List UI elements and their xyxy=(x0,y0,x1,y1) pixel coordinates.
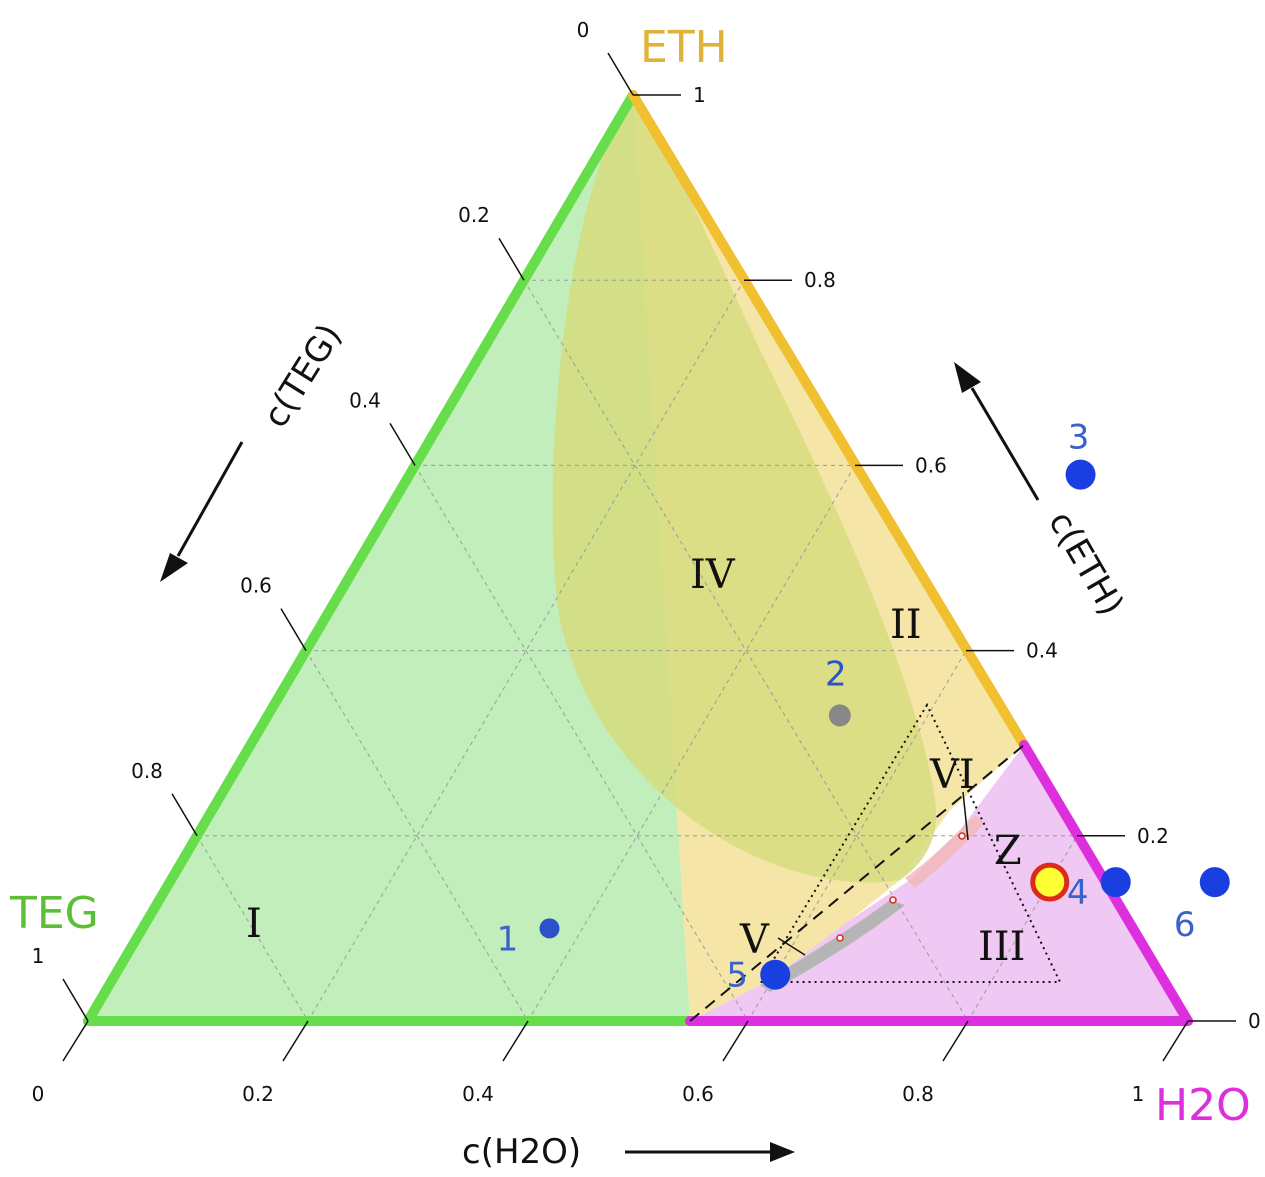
region-teg-fill xyxy=(88,95,690,1021)
axis-arrow-teg xyxy=(176,441,244,557)
tick-label-h2o: 1 xyxy=(1132,1082,1145,1106)
data-point-label-2: 2 xyxy=(825,654,847,694)
data-points: 1 2 3 4 5 6 Z xyxy=(497,418,1230,996)
tick-label-h2o: 0.2 xyxy=(242,1082,274,1106)
tie-line xyxy=(689,744,1025,1022)
region-label-iv: IV xyxy=(690,552,736,598)
tie-marker xyxy=(889,896,897,904)
tick-teg xyxy=(280,608,307,651)
axis-label-eth: c(ETH) xyxy=(1040,505,1131,623)
axis-label-teg: c(TEG) xyxy=(256,317,350,435)
tick-label-eth: 0.2 xyxy=(1137,824,1169,848)
tick-teg xyxy=(498,237,525,281)
data-point-4 xyxy=(1100,867,1131,898)
axis-arrowhead-eth xyxy=(954,362,981,393)
grid-line-h2o xyxy=(527,465,856,1022)
label-v-leader xyxy=(777,937,806,956)
tie-marker xyxy=(836,934,844,942)
data-point-5 xyxy=(760,959,791,990)
tick-label-teg: 0.4 xyxy=(349,388,381,412)
data-point-6 xyxy=(1199,867,1230,898)
tick-teg xyxy=(389,423,416,466)
edge-teg-eth xyxy=(83,90,638,1026)
data-point-label-5: 5 xyxy=(726,956,748,996)
tick-h2o xyxy=(62,1020,89,1062)
data-point-3 xyxy=(1065,459,1096,490)
data-point-label-4: 4 xyxy=(1067,873,1089,913)
region-label-v: V xyxy=(739,917,770,963)
grid-line-teg xyxy=(414,465,749,1022)
tick-label-h2o: 0.6 xyxy=(682,1082,714,1106)
tick-label-h2o: 0.8 xyxy=(902,1082,934,1106)
axis-label-h2o: c(H2O) xyxy=(462,1132,581,1172)
corner-label-eth: ETH xyxy=(640,22,728,73)
data-point-label-1: 1 xyxy=(497,919,519,959)
region-iv-fill xyxy=(552,95,937,883)
region-v-band xyxy=(760,900,905,992)
data-point-label-3: 3 xyxy=(1068,418,1090,458)
tick-label-eth: 0.8 xyxy=(804,268,836,292)
edge-eth-upper xyxy=(628,90,1029,750)
tick-label-teg: 0 xyxy=(577,18,590,42)
grid-line-teg xyxy=(196,835,309,1022)
tick-label-eth: 0.6 xyxy=(915,453,947,477)
tick-label-h2o: 0 xyxy=(32,1082,45,1106)
data-point-label-6: 6 xyxy=(1174,905,1196,945)
label-vi-leader xyxy=(962,791,969,841)
data-point-1 xyxy=(539,918,560,939)
tick-label-teg: 1 xyxy=(32,944,45,968)
region-label-vi: VI xyxy=(929,752,975,798)
tick-label-teg: 0.6 xyxy=(240,574,272,598)
tick-h2o xyxy=(282,1020,309,1062)
region-label-i: I xyxy=(246,901,262,947)
tick-h2o xyxy=(502,1020,529,1062)
region-label-ii: II xyxy=(890,602,922,648)
tick-label-eth: 0 xyxy=(1248,1009,1261,1033)
axis-arrow-eth xyxy=(970,387,1040,501)
tick-label-teg: 0.8 xyxy=(131,759,163,783)
tick-label-h2o: 0.4 xyxy=(462,1082,494,1106)
special-point-label-z: Z xyxy=(994,828,1022,874)
data-point-2 xyxy=(828,704,851,727)
tick-label-teg: 0.2 xyxy=(458,203,490,227)
region-vi-band xyxy=(905,815,985,888)
tick-teg xyxy=(171,793,198,837)
special-point-z xyxy=(1030,862,1070,902)
tick-label-eth: 1 xyxy=(693,83,706,107)
tick-teg xyxy=(607,52,634,96)
tick-h2o xyxy=(722,1020,749,1062)
tick-label-eth: 0.4 xyxy=(1026,639,1058,663)
tie-marker xyxy=(958,832,966,840)
tick-teg xyxy=(62,978,89,1022)
region-label-iii: III xyxy=(978,924,1025,970)
axis-ticks: 0 0.2 0.4 0.6 0.8 1 0 0.2 0.4 0.6 0.8 1 1 0.8 0.6 0.4 0.… xyxy=(32,18,1261,1106)
corner-label-h2o: H2O xyxy=(1155,1080,1251,1131)
axis-arrowhead-h2o xyxy=(770,1142,795,1162)
tick-h2o xyxy=(942,1020,969,1062)
tick-h2o xyxy=(1162,1020,1189,1062)
corner-label-teg: TEG xyxy=(9,888,99,939)
axis-arrowhead-teg xyxy=(160,553,188,582)
ternary-grid xyxy=(196,279,1078,1022)
